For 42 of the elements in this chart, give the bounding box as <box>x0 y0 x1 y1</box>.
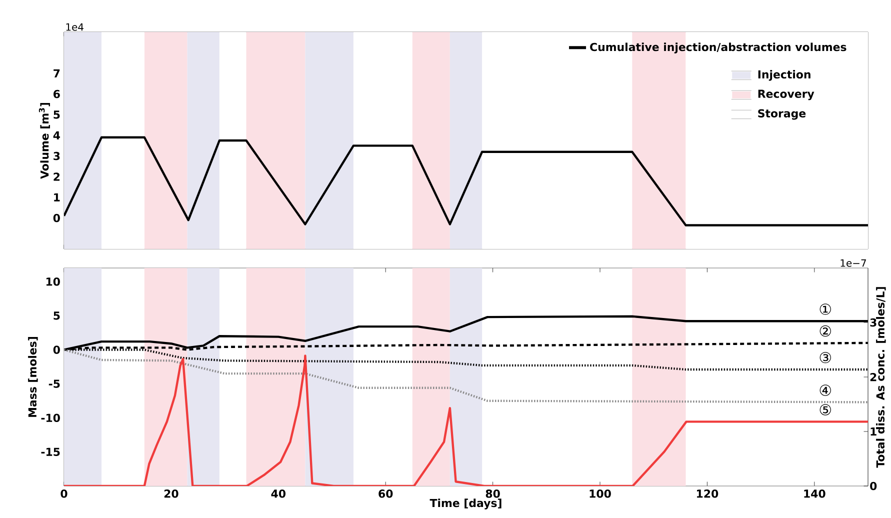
y2-tick-label: 1 <box>870 428 876 436</box>
y-axis-title: Volume [m$^{3}$] <box>38 102 50 179</box>
y-tick-label: 0 <box>53 346 60 354</box>
y2-tick-label: 3 <box>870 318 876 327</box>
x-tick-label: 40 <box>271 490 286 498</box>
annotation: ① <box>820 304 831 315</box>
y-tick-label: -5 <box>48 380 60 388</box>
annotation: ② <box>820 325 831 337</box>
y-tick-label: 5 <box>54 110 60 119</box>
y2-tick-label: 2 <box>870 372 876 382</box>
y-tick-label: -10 <box>41 414 60 422</box>
y-tick-label: 0 <box>53 214 60 222</box>
legend-label: Cumulative injection/abstraction volumes <box>590 42 846 54</box>
annotation: Storage <box>758 109 806 120</box>
annotation: Injection <box>758 70 810 81</box>
y-tick-label: 4 <box>53 131 60 140</box>
y2-axis-title: Total diss. As conc. [moles/L] <box>876 287 886 468</box>
y-tick-label: 5 <box>54 312 60 320</box>
x-axis-title: Time [days] <box>430 498 502 510</box>
x-tick-label: 0 <box>60 490 68 498</box>
text: 1e−7 <box>840 259 866 267</box>
y-tick-label: 1 <box>54 193 60 202</box>
annotation: Recovery <box>758 90 814 100</box>
y-tick-label: 6 <box>54 90 60 98</box>
x-tick-label: 100 <box>590 490 611 498</box>
annotation: ③ <box>820 352 831 364</box>
y2-tick-label: 0 <box>870 482 877 490</box>
line-series <box>64 136 868 226</box>
x-tick-label: 80 <box>486 490 500 498</box>
y-tick-label: 3 <box>54 152 60 160</box>
text: 1e4 <box>66 23 84 31</box>
y-tick-label: -15 <box>41 448 60 456</box>
x-tick-label: 140 <box>804 490 826 498</box>
x-tick-label: 120 <box>697 490 718 498</box>
y-tick-label: 2 <box>54 172 60 181</box>
y-tick-label: 7 <box>54 69 60 78</box>
x-tick-label: 60 <box>378 490 393 498</box>
annotation: ④ <box>820 384 831 396</box>
y-axis-title: Mass [moles] <box>28 337 38 417</box>
y-tick-label: 10 <box>46 277 60 286</box>
x-tick-label: 20 <box>164 490 178 498</box>
annotation: ⑤ <box>820 404 831 416</box>
